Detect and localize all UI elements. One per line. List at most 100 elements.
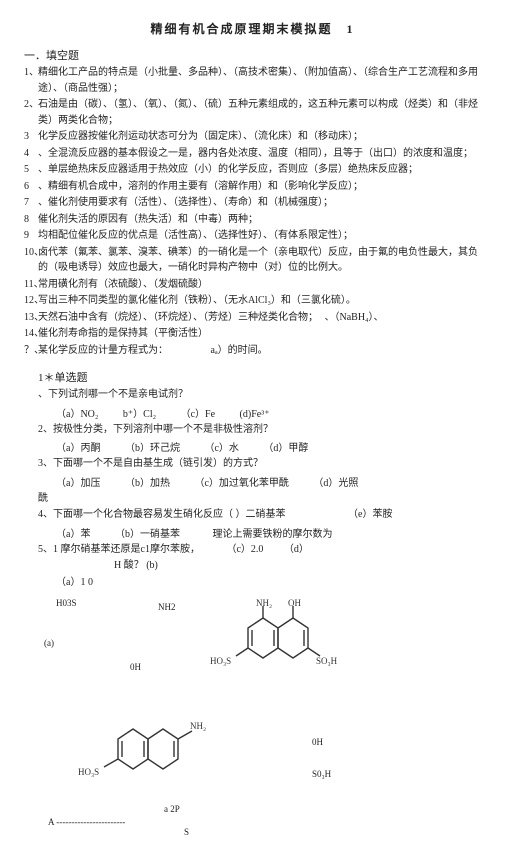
q6-num: 6 — [24, 179, 38, 195]
q4-body: 、全混流反应器的基本假设之一是，器内各处浓度、温度（相同），且等于（出口）的浓度… — [38, 146, 481, 162]
q10: 10、 卤代苯（氟苯、氯苯、溴苯、碘苯）的一硝化是一个（亲电取代）反应，由于氟的… — [24, 245, 481, 276]
lbl-ho3s-l: HO₃S — [210, 656, 231, 666]
lbl-oh-r: 0H — [312, 737, 331, 747]
mc1-opts: （a）NO₂ b⁺）Cl₂ （c）Fe (d)Fe³⁺ — [56, 405, 481, 420]
q13-right: 、（NaBH₄）、 — [325, 312, 384, 323]
mc5-a: （a）1 0 — [56, 575, 481, 591]
q10-num: 10、 — [24, 245, 38, 261]
q14: 14、 催化剂寿命指的是保持其（平衡活性） — [24, 326, 481, 342]
q13-num: 13、 — [24, 310, 38, 326]
q13-body: 天然石油中含有（烷烃）、（环烷烃）、（芳烃）三种烃类化合物； 、（NaBH₄）、 — [38, 310, 481, 326]
lbl-nh2-r: NH₂ — [190, 721, 206, 731]
mc1-d: (d)Fe³⁺ — [240, 409, 270, 420]
qf-l: 某化学反应的计量方程式为： — [38, 345, 168, 356]
q11: 11、 常用磺化剂有（浓硫酸）、（发烟硫酸） — [24, 277, 481, 293]
mc2: 2、按极性分类，下列溶剂中哪一个不是非极性溶剂？ — [38, 422, 481, 438]
lbl-so3h-r: SO₃H — [316, 656, 338, 666]
q5-body: 、单层绝热床反应器适用于热效应（小）的化学反应，否则应（多层）绝热床反应器； — [38, 162, 481, 178]
mc2-c: （c）水 — [204, 439, 238, 454]
q3-num: 3 — [24, 129, 38, 145]
mc5-c: （c）2.0 — [226, 544, 263, 555]
footer-deco: A ----------------------- — [48, 817, 481, 827]
molecule-b-wrap: NH₂ OH HO₃S SO₃H — [208, 598, 348, 691]
mc4-b: （b）一硝基苯 — [115, 525, 180, 540]
q6-body: 、精细有机合成中，溶剂的作用主要有（溶解作用）和（影响化学反应）； — [38, 179, 481, 195]
mc2-d: （d）甲醇 — [263, 439, 308, 454]
q14-body: 催化剂寿命指的是保持其（平衡活性） — [38, 326, 481, 342]
q12-body: 写出三种不同类型的氯化催化剂（铁粉）、（无水AlCl₃）和（三氯化硫）。 — [38, 293, 481, 309]
lbl-oh: 0H — [130, 662, 148, 672]
q7: 7 、催化剂使用要求有（活性）、（选择性）、（寿命）和（机械强度）； — [24, 195, 481, 211]
q5: 5 、单层绝热床反应器适用于热效应（小）的化学反应，否则应（多层）绝热床反应器； — [24, 162, 481, 178]
mc3: 3、下面哪一个不是自由基生成（链引发）的方式？ — [38, 456, 481, 472]
q14-num: 14、 — [24, 326, 38, 342]
lbl-nh2-top: NH₂ — [256, 598, 272, 608]
q2-body: 石油是由（碳）、（氢）、（氧）、（氮）、（硫）五种元素组成的，这五种元素可以构成… — [38, 97, 481, 128]
mc3-b: （b）加热 — [125, 474, 170, 489]
naphthalene-icon: NH₂ OH HO₃S SO₃H — [208, 598, 348, 688]
mc3-tail: 酰 — [38, 491, 481, 507]
molecule-row-1: H03S NH2 (a) 0H — [38, 598, 481, 691]
mc2-a: （a）丙酮 — [56, 439, 100, 454]
q2: 2、 石油是由（碳）、（氢）、（氧）、（氮）、（硫）五种元素组成的，这五种元素可… — [24, 97, 481, 128]
q8: 8 催化剂失活的原因有（热失活）和（中毒）两种； — [24, 212, 481, 228]
q9-body: 均相配位催化反应的优点是（活性高）、（选择性好）、（有体系限定性）； — [38, 228, 481, 244]
q9: 9 均相配位催化反应的优点是（活性高）、（选择性好）、（有体系限定性）； — [24, 228, 481, 244]
molecule-c-wrap: NH₂ HO₃S — [78, 709, 228, 802]
mc4-e: （e）苯胺 — [348, 509, 392, 520]
q3-body: 化学反应器按催化剂运动状态可分为（固定床）、（流化床）和（移动床）； — [38, 129, 481, 145]
q8-body: 催化剂失活的原因有（热失活）和（中毒）两种； — [38, 212, 481, 228]
lbl-oh-top: OH — [288, 598, 301, 608]
a2p: a 2P — [164, 804, 180, 814]
q4: 4 、全混流反应器的基本假设之一是，器内各处浓度、温度（相同），且等于（出口）的… — [24, 146, 481, 162]
qf-r: aₐ）的时间。 — [211, 345, 268, 356]
q12-num: 12、 — [24, 293, 38, 309]
mc5-txt: 5、1 摩尔硝基苯还原是c1摩尔苯胺， — [38, 544, 200, 555]
section-blank-heading: 一．填空题 — [24, 47, 481, 63]
q7-body: 、催化剂使用要求有（活性）、（选择性）、（寿命）和（机械强度）； — [38, 195, 481, 211]
mc4: 4、下面哪一个化合物最容易发生硝化反应（ ）二硝基苯 （e）苯胺 — [38, 507, 481, 523]
lbl-h03s: H03S — [56, 598, 148, 608]
section-mc-heading: 1＊单选题 — [38, 369, 481, 385]
mc2-opts: （a）丙酮 （b）环己烷 （c）水 （d）甲醇 — [56, 439, 481, 454]
page-title: 精细有机合成原理期末模拟题 1 — [24, 20, 481, 37]
mc1-a: （a）NO₂ — [56, 405, 98, 420]
mc3-c: （c）加过氧化苯甲酰 — [194, 474, 288, 489]
q13: 13、 天然石油中含有（烷烃）、（环烷烃）、（芳烃）三种烃类化合物； 、（NaB… — [24, 310, 481, 326]
mc3-a: （a）加压 — [56, 474, 100, 489]
q8-num: 8 — [24, 212, 38, 228]
q11-num: 11、 — [24, 277, 38, 293]
molecule-row-2: NH₂ HO₃S 0H S0₃H — [38, 709, 481, 802]
q10-body: 卤代苯（氟苯、氯苯、溴苯、碘苯）的一硝化是一个（亲电取代）反应，由于氟的电负性最… — [38, 245, 481, 276]
q2-num: 2、 — [24, 97, 38, 113]
q1-body: 精细化工产品的特点是（小批量、多品种）、（高技术密集）、（附加值高）、（综合生产… — [38, 65, 481, 96]
mc2-b: （b）环己烷 — [125, 439, 180, 454]
q1-num: 1、 — [24, 65, 38, 81]
right-labels: 0H S0₃H — [312, 737, 331, 779]
mc4-txt: 4、下面哪一个化合物最容易发生硝化反应（ ）二硝基苯 — [38, 509, 286, 520]
mc1-b: b⁺）Cl₂ — [123, 405, 156, 420]
q6: 6 、精细有机合成中，溶剂的作用主要有（溶解作用）和（影响化学反应）； — [24, 179, 481, 195]
mc5-sub: H 酸？ (b) — [114, 558, 481, 574]
q9-num: 9 — [24, 228, 38, 244]
qf-body: 某化学反应的计量方程式为： aₐ）的时间。 — [38, 343, 481, 359]
mc5-d: （d） — [284, 544, 309, 555]
mc1-c: （c）Fe — [181, 405, 215, 420]
lbl-s: S — [184, 827, 189, 837]
q1: 1、 精细化工产品的特点是（小批量、多品种）、（高技术密集）、（附加值高）、（综… — [24, 65, 481, 96]
mc4-opts: （a）苯 （b）一硝基苯 理论上需要铁粉的摩尔数为 — [56, 525, 481, 540]
q4-num: 4 — [24, 146, 38, 162]
q-final: ？、 某化学反应的计量方程式为： aₐ）的时间。 — [24, 343, 481, 359]
mc3-opts: （a）加压 （b）加热 （c）加过氧化苯甲酰 （d）光照 — [56, 474, 481, 489]
q11-body: 常用磺化剂有（浓硫酸）、（发烟硫酸） — [38, 277, 481, 293]
q13-left: 天然石油中含有（烷烃）、（环烷烃）、（芳烃）三种烃类化合物； — [38, 312, 318, 323]
lbl-ho3s-l2: HO₃S — [78, 767, 99, 777]
a2p-label: a 2P — [164, 804, 481, 815]
mc3-d: （d）光照 — [313, 474, 358, 489]
mc5: 5、1 摩尔硝基苯还原是c1摩尔苯胺， （c）2.0 （d） — [38, 542, 481, 558]
q7-num: 7 — [24, 195, 38, 211]
q3: 3 化学反应器按催化剂运动状态可分为（固定床）、（流化床）和（移动床）； — [24, 129, 481, 145]
lbl-a: (a) — [44, 638, 148, 648]
naphthalene-icon-2: NH₂ HO₃S — [78, 709, 228, 799]
mc4-ext: 理论上需要铁粉的摩尔数为 — [212, 525, 332, 540]
